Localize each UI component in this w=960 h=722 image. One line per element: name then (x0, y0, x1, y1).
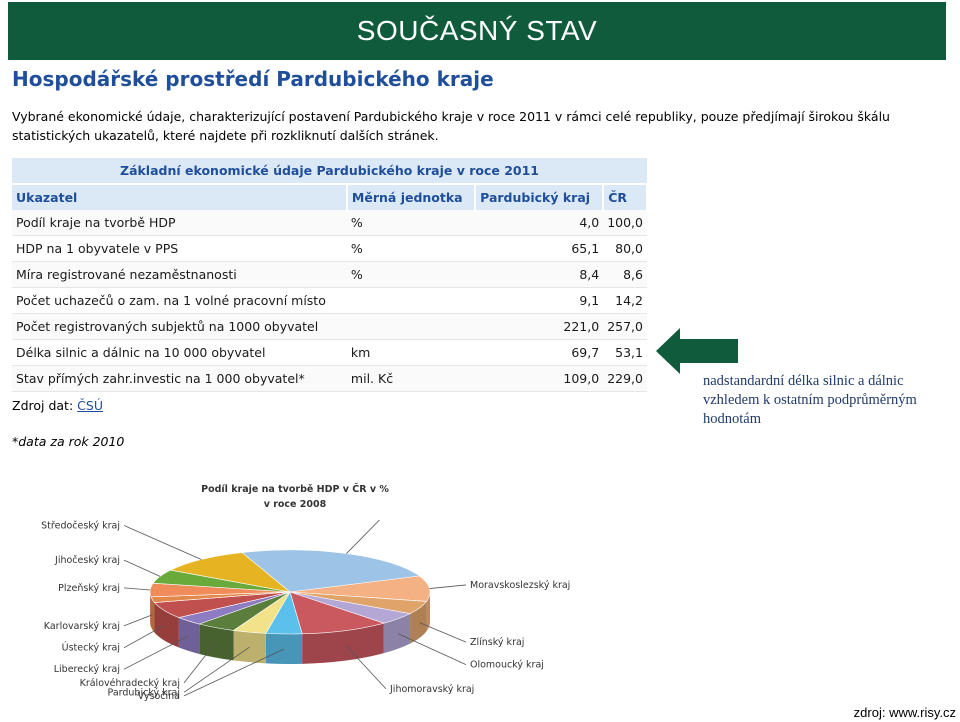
cell-unit: % (346, 210, 476, 236)
chart-title-line-2: v roce 2008 (263, 499, 327, 510)
cell-region-value: 9,1 (475, 287, 604, 314)
pie-leader-line (123, 614, 153, 627)
pie-slice-label: Zlínský kraj (470, 637, 524, 648)
pie-slice-side (154, 602, 179, 648)
source-label: Zdroj dat: (12, 398, 74, 413)
table-row: Délka silnic a dálnic na 10 000 obyvatel… (12, 339, 647, 366)
cell-unit (346, 287, 476, 314)
pie-leader-line (183, 646, 250, 693)
pie-leader-line (183, 642, 216, 684)
slide-banner: SOUČASNÝ STAV (8, 2, 946, 60)
table-caption: Základní ekonomické údaje Pardubického k… (12, 158, 647, 185)
pie-slice (289, 591, 385, 635)
cell-country-value: 229,0 (603, 365, 647, 392)
pie-slice (289, 575, 431, 602)
cell-unit: % (346, 235, 476, 262)
economic-data-table: Základní ekonomické údaje Pardubického k… (12, 158, 648, 392)
pie-leader-line (123, 525, 202, 560)
header-region: Pardubický kraj (475, 184, 605, 210)
cell-unit: % (346, 261, 476, 288)
cell-unit: km (346, 339, 476, 366)
pie-slice-label: Plzeňský kraj (58, 583, 120, 594)
intro-paragraph: Vybrané ekonomické údaje, charakterizují… (12, 109, 890, 143)
pie-slice-side (410, 601, 427, 644)
pie-leader-line (397, 633, 467, 666)
table-row: Počet uchazečů o zam. na 1 volné pracovn… (12, 287, 647, 314)
pie-slice-side (383, 613, 411, 654)
pie-leader-line (429, 584, 467, 589)
cell-indicator: HDP na 1 obyvatele v PPS (12, 235, 347, 262)
pie-leader-line (123, 635, 189, 670)
pie-leader-line (123, 625, 165, 649)
pie-slice-side (302, 623, 384, 664)
table-row: Míra registrované nezaměstnanosti% 8,4 8,6 (12, 261, 647, 288)
cell-indicator: Míra registrované nezaměstnanosti (12, 261, 347, 288)
pie-leader-line (123, 559, 161, 577)
cell-indicator: Počet registrovaných subjektů na 1000 ob… (12, 313, 347, 340)
cell-region-value: 65,1 (475, 235, 604, 262)
callout-text: nadstandardní délka silnic a dálnic vzhl… (703, 373, 917, 427)
footnote: *data za rok 2010 (12, 434, 125, 449)
pie-slice-side (150, 592, 151, 627)
left-arrow-icon (656, 328, 738, 374)
cell-indicator: Stav přímých zahr.investic na 1 000 obyv… (12, 365, 347, 392)
pie-slice-label: Jihomoravský kraj (389, 684, 474, 695)
pie-leader-line (123, 587, 151, 591)
pie-slice-label: Královéhradecký kraj (80, 678, 180, 689)
pie-leader-line (345, 645, 387, 690)
cell-region-value: 8,4 (475, 261, 604, 288)
pie-slice-side (199, 623, 234, 661)
slide-title: SOUČASNÝ STAV (356, 15, 598, 46)
cell-country-value: 100,0 (603, 210, 647, 236)
pie-slice-side (150, 596, 155, 633)
pie-slice-side (426, 592, 430, 632)
pie-leader-line (346, 520, 380, 554)
table-row: Počet registrovaných subjektů na 1000 ob… (12, 313, 647, 340)
pie-slice-label: Pardubický kraj (108, 687, 180, 698)
cell-country-value: 80,0 (603, 235, 647, 262)
data-source: Zdroj dat: ČSÚ (12, 398, 103, 413)
pie-chart: Hlavní město PrahaMoravskoslezský krajZl… (41, 520, 570, 702)
header-unit: Měrná jednotka (346, 184, 477, 210)
cell-country-value: 14,2 (603, 287, 647, 314)
pie-slice-label: Moravskoslezský kraj (470, 580, 570, 591)
pie-slice-label: Vysočina (138, 691, 180, 702)
table-row: Podíl kraje na tvorbě HDP% 4,0 100,0 (12, 210, 647, 236)
pie-leader-line (419, 622, 467, 643)
pie-slice-side (233, 630, 266, 664)
pie-slice-label: Olomoucký kraj (470, 660, 544, 671)
pie-slice-side (265, 633, 303, 664)
header-country: ČR (603, 184, 648, 210)
cell-region-value: 69,7 (475, 339, 604, 366)
chart-title: Podíl kraje na tvorbě HDP v ČR v % v roc… (190, 482, 400, 512)
header-indicator: Ukazatel (12, 184, 348, 210)
cell-country-value: 8,6 (603, 261, 647, 288)
pie-slice-label: Středočeský kraj (41, 520, 120, 531)
cell-indicator: Počet uchazečů o zam. na 1 volné pracovn… (12, 287, 347, 314)
pie-slice-label: Jihočeský kraj (54, 555, 120, 566)
pie-leader-line (183, 648, 285, 697)
table-row: HDP na 1 obyvatele v PPS% 65,1 80,0 (12, 235, 647, 262)
cell-region-value: 221,0 (475, 313, 604, 340)
cell-country-value: 53,1 (603, 339, 647, 366)
pie-slice-label: Liberecký kraj (54, 664, 120, 675)
cell-country-value: 257,0 (603, 313, 647, 340)
cell-unit: mil. Kč (346, 365, 476, 392)
page-heading: Hospodářské prostředí Pardubického kraje (12, 67, 494, 91)
cell-indicator: Délka silnic a dálnic na 10 000 obyvatel (12, 339, 347, 366)
pie-slice-label: Karlovarský kraj (44, 621, 120, 632)
pie-slice-side (178, 617, 200, 654)
pie-slice-label: Ústecký kraj (62, 642, 120, 654)
source-link[interactable]: ČSÚ (77, 398, 103, 413)
chart-title-line-1: Podíl kraje na tvorbě HDP v ČR v % (201, 484, 389, 495)
cell-region-value: 109,0 (475, 365, 604, 392)
table-row: Stav přímých zahr.investic na 1 000 obyv… (12, 365, 647, 392)
table-body: Podíl kraje na tvorbě HDP% 4,0 100,0 HDP na… (12, 210, 647, 392)
cell-indicator: Podíl kraje na tvorbě HDP (12, 210, 347, 236)
cell-region-value: 4,0 (475, 210, 604, 236)
source-credit: zdroj: www.risy.cz (853, 705, 956, 720)
cell-unit (346, 313, 476, 340)
